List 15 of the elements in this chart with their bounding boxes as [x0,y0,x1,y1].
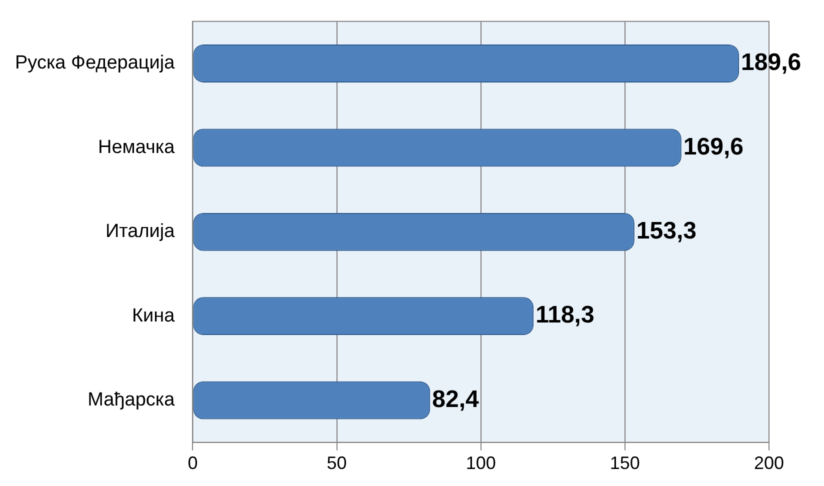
data-label: 118,3 [536,302,594,329]
data-label: 82,4 [432,386,480,413]
x-tick-label: 0 [188,453,198,474]
y-tick-label: Руска Федерација [14,52,176,74]
y-tick-label: Немачка [98,136,176,158]
data-label: 169,6 [683,133,744,160]
data-label: 153,3 [636,218,696,245]
y-tick-label: Италија [105,221,176,242]
x-tick-label: 150 [610,453,640,474]
x-tick-label: 50 [326,453,347,474]
data-label: 189,6 [741,49,802,76]
x-tick-label: 100 [466,453,496,474]
y-tick-label: Мађарска [88,390,176,411]
x-tick-label: 200 [754,453,784,474]
y-tick-label: Кина [132,305,176,326]
